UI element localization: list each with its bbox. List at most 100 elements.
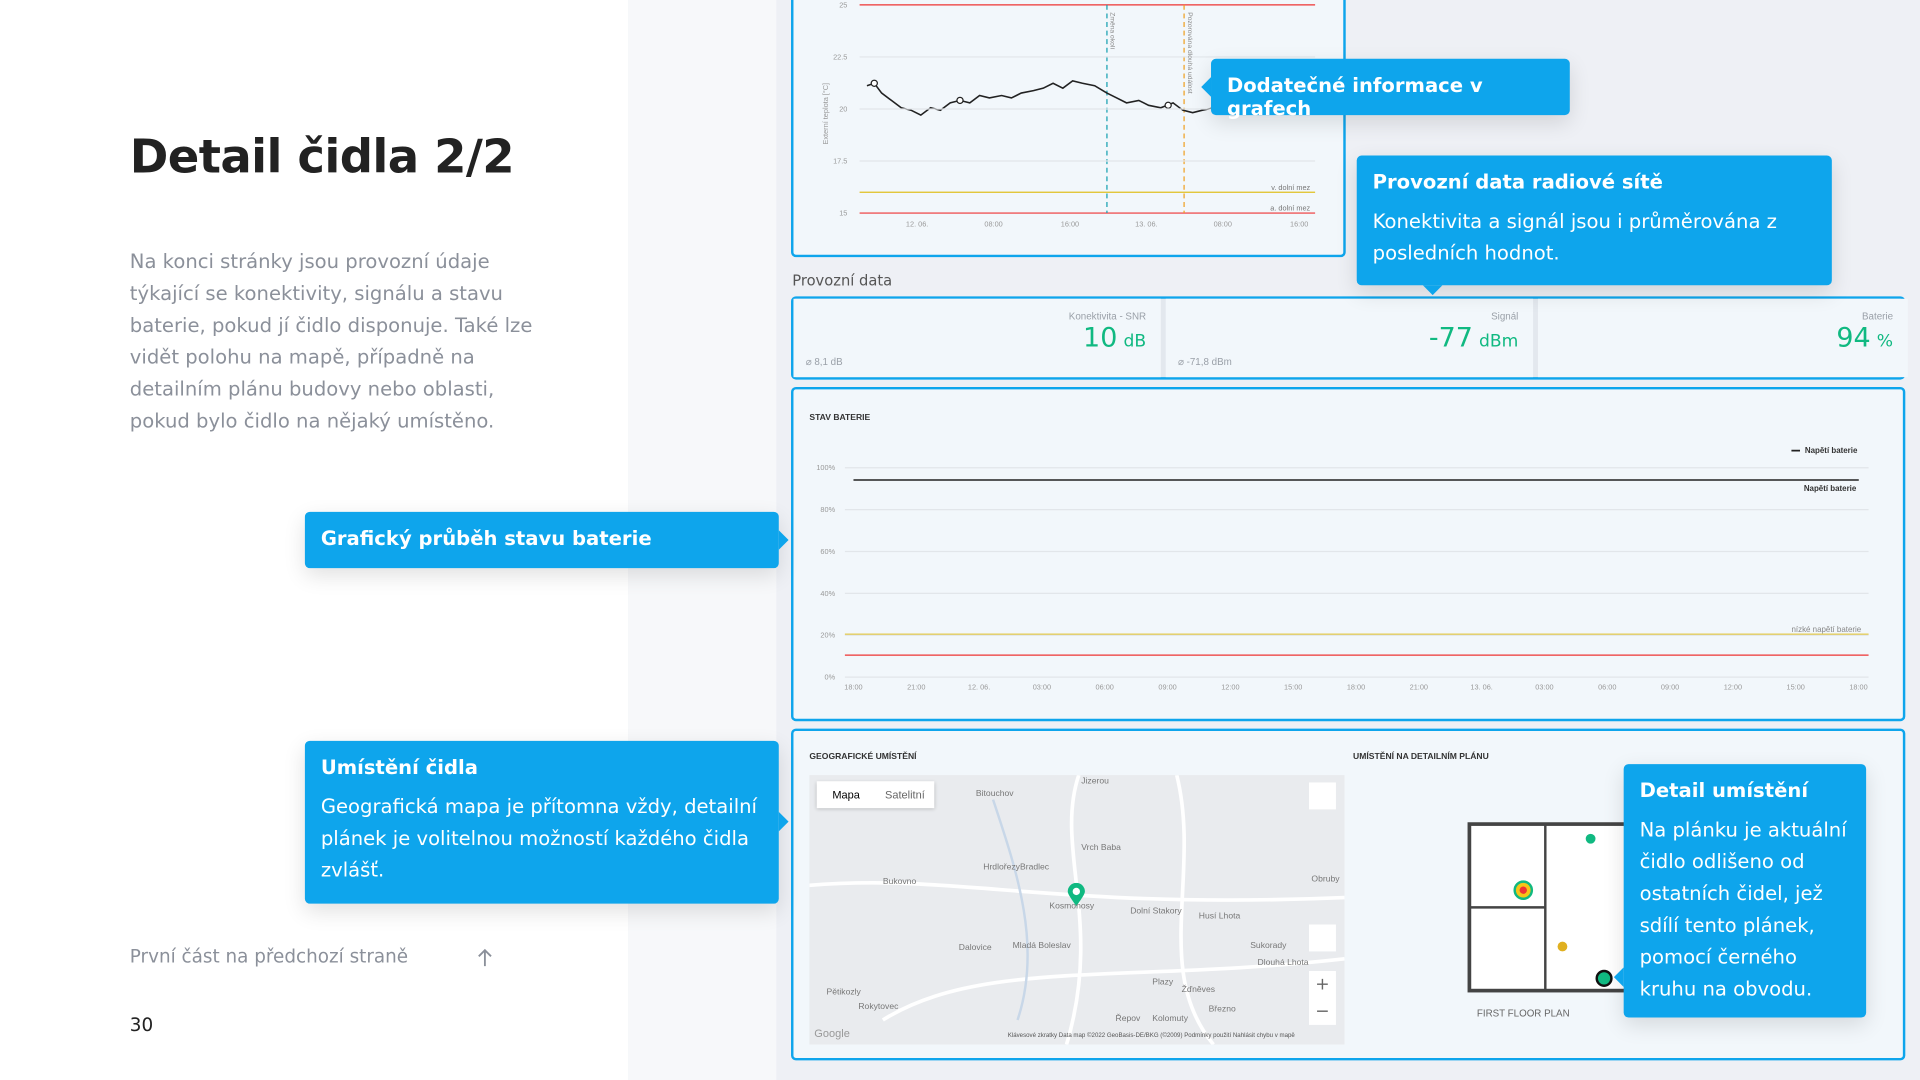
map-tab[interactable]: Satelitní: [884, 788, 925, 801]
value: 10: [1083, 323, 1118, 354]
x-tick-label: 08:00: [1214, 220, 1232, 229]
x-tick-label: 12. 06.: [968, 682, 990, 691]
x-tick-label: 12:00: [1221, 682, 1239, 691]
battery-chart: STAV BATERIE Napětí baterie Napětí bater…: [809, 412, 1869, 691]
street-view-button[interactable]: [1308, 924, 1336, 952]
callout: Provozní data radiové sítě Konektivita a …: [1356, 155, 1832, 296]
map-place: Hrdlořezy: [983, 863, 1020, 872]
fullscreen-button[interactable]: [1308, 782, 1336, 810]
card-value: 10 dB: [1083, 323, 1146, 354]
callout-title: Dodatečné informace v grafech: [1226, 73, 1483, 121]
x-tick-label: 13. 06.: [1470, 682, 1492, 691]
x-tick-label: 09:00: [1158, 682, 1176, 691]
unit: dB: [1123, 331, 1147, 352]
card-label: Baterie: [1862, 311, 1894, 323]
card-value: -77 dBm: [1429, 323, 1518, 354]
chart-title: STAV BATERIE: [809, 412, 870, 422]
geo-title: GEOGRAFICKÉ UMÍSTĚNÍ: [809, 753, 917, 762]
callout-text: Geografická mapa je přítomna vždy, detai…: [320, 794, 758, 882]
y-tick-label: 20: [839, 104, 847, 113]
map-place: Husí Lhota: [1198, 912, 1241, 921]
map-place: Rokytovec: [858, 1002, 899, 1012]
map-place: Řepov: [1115, 1015, 1141, 1024]
map-place: Bradlec: [1020, 863, 1050, 872]
callout: Umístění čidla Geografická mapa je přítom…: [304, 740, 789, 904]
map-place: Vrch Baba: [1081, 843, 1121, 853]
temperature-panel: 25 22.5 20 17.5 15 12. 06. 08:00 16:00 13. 06. 08…: [791, 0, 1346, 258]
limit-label: a. dolní mez: [1270, 204, 1310, 213]
floor-plan: FIRST FLOOR PLAN: [1467, 822, 1631, 1019]
battery-panel: STAV BATERIE Napětí baterie Napětí bater…: [791, 386, 1906, 722]
y-tick-label: 100%: [816, 463, 835, 472]
section-heading: Provozní data: [792, 271, 893, 289]
x-tick-label: 18:00: [1347, 682, 1365, 691]
y-tick-label: 60%: [820, 547, 835, 556]
x-tick-label: 16:00: [1061, 220, 1079, 229]
callout-title: Detail umístění: [1639, 778, 1809, 803]
map-tab[interactable]: Mapa: [832, 788, 860, 801]
map-place: Březno: [1208, 1005, 1236, 1014]
y-tick-label: 20%: [820, 631, 835, 640]
map-place: Jizerou: [1081, 777, 1109, 787]
map[interactable]: Mapa Satelitní + − Google Klávesové zkrat…: [809, 775, 1345, 1045]
y-axis-label: Externí teplota [°C]: [821, 83, 830, 145]
map-place: Sukorady: [1250, 941, 1287, 951]
callout: Dodatečné informace v grafech: [1201, 58, 1570, 120]
limit-label: v. dolní mez: [1271, 183, 1310, 192]
data-card: Baterie 94%: [1537, 298, 1908, 378]
y-tick-label: 22.5: [833, 52, 847, 61]
x-tick-label: 03:00: [1033, 682, 1051, 691]
y-tick-label: 40%: [820, 589, 835, 598]
map-footer: Klávesové zkratky Data map ©2022 GeoBasi…: [1007, 1032, 1295, 1040]
arrow-up-icon[interactable]: [475, 948, 495, 968]
x-tick-label: 12:00: [1724, 682, 1742, 691]
x-tick-label: 09:00: [1661, 682, 1679, 691]
x-tick-label: 21:00: [1410, 682, 1428, 691]
map-place: Bitouchov: [975, 789, 1014, 799]
map-place: Obruby: [1311, 875, 1340, 885]
event-label: Změna okolí: [1109, 12, 1116, 49]
map-place: Mladá Boleslav: [1012, 941, 1071, 951]
map-place: Žďněves: [1181, 985, 1216, 995]
legend-entry: Napětí baterie: [1805, 446, 1858, 455]
x-tick-label: 06:00: [1598, 682, 1616, 691]
line-label: Napětí baterie: [1804, 484, 1857, 493]
value: 94: [1836, 323, 1871, 354]
map-place: Plazy: [1152, 978, 1174, 987]
callout: Detail umístění Na plánku je aktuální čid…: [1613, 764, 1867, 1018]
y-tick-label: 25: [839, 0, 847, 9]
x-tick-label: 18:00: [1849, 682, 1867, 691]
map-place: Pětikozly: [826, 988, 861, 997]
y-tick-label: 80%: [820, 505, 835, 514]
event-label: Pozorována dlouhá událost: [1186, 12, 1193, 94]
page-description: Na konci stránky jsou provozní údaje týk…: [129, 249, 533, 433]
callout-title: Umístění čidla: [320, 755, 478, 779]
callout-title: Provozní data radiové sítě: [1372, 170, 1663, 194]
data-card: Signál -77 dBm ⌀ -71,8 dBm: [1165, 298, 1534, 378]
map-place: Kolomuty: [1152, 1015, 1188, 1024]
prev-link[interactable]: První část na předchozí straně: [129, 945, 409, 968]
zoom-controls[interactable]: + −: [1308, 971, 1336, 1025]
x-tick-label: 08:00: [984, 220, 1002, 229]
x-tick-label: 13. 06.: [1135, 220, 1157, 229]
page-number: 30: [129, 1013, 154, 1036]
x-tick-label: 21:00: [907, 682, 925, 691]
value: -77: [1428, 323, 1473, 354]
map-place: Dolní Stakory: [1130, 907, 1182, 916]
card-average: ⌀ 8,1 dB: [805, 356, 843, 368]
x-tick-label: 06:00: [1096, 682, 1114, 691]
event-markers: [870, 79, 1172, 109]
map-pin: [1067, 882, 1085, 907]
temperature-chart: 25 22.5 20 17.5 15 12. 06. 08:00 16:00 13. 06. 08…: [821, 0, 1316, 229]
data-card: Konektivita - SNR 10 dB ⌀ 8,1 dB: [793, 298, 1161, 378]
map-brand: Google: [814, 1027, 850, 1040]
x-tick-label: 18:00: [844, 682, 862, 691]
card-label: Konektivita - SNR: [1068, 311, 1147, 323]
operational-panel: Konektivita - SNR 10 dB ⌀ 8,1 dB Signál -77 dB…: [791, 296, 1908, 380]
map-place: Kosmonosy: [1049, 902, 1095, 912]
x-tick-label: 03:00: [1535, 682, 1553, 691]
map-tabs: Mapa Satelitní: [816, 781, 935, 809]
y-tick-label: 15: [839, 209, 847, 218]
plan-title: UMÍSTĚNÍ NA DETAILNÍM PLÁNU: [1353, 753, 1489, 762]
